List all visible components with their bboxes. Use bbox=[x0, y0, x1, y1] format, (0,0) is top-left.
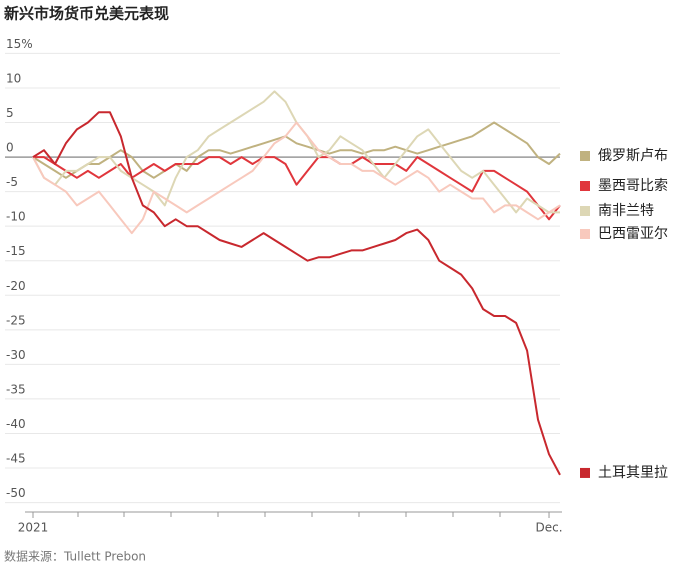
month-ticks bbox=[77, 512, 501, 517]
legend-label: 巴西雷亚尔 bbox=[598, 226, 668, 242]
y-tick-label: -35 bbox=[6, 382, 26, 396]
source-note: 数据来源：Tullett Prebon bbox=[4, 549, 146, 564]
legend-label: 俄罗斯卢布 bbox=[598, 148, 668, 164]
legend-label: 墨西哥比索 bbox=[598, 177, 668, 194]
y-tick-label: -50 bbox=[6, 486, 26, 500]
y-tick-label: -10 bbox=[6, 210, 26, 224]
legend-swatch bbox=[580, 151, 590, 161]
legend-label: 南非兰特 bbox=[598, 203, 654, 219]
series-line bbox=[33, 156, 561, 221]
legend-swatch bbox=[580, 181, 590, 191]
y-tick-label: 0 bbox=[6, 141, 14, 155]
series-line bbox=[32, 121, 561, 179]
y-tick-label: -45 bbox=[6, 452, 26, 466]
y-tick-label: 10 bbox=[6, 71, 21, 85]
series-line bbox=[32, 111, 561, 476]
legend-swatch bbox=[580, 229, 590, 239]
legend-label: 土耳其里拉 bbox=[598, 465, 668, 481]
x-tick-label: 2021 bbox=[18, 521, 49, 535]
y-tick-label: -15 bbox=[6, 244, 26, 258]
legend-swatch bbox=[580, 467, 590, 478]
y-tick-label: -20 bbox=[6, 279, 26, 293]
legend-swatch bbox=[580, 206, 590, 216]
chart-title: 新兴市场货币兑美元表现 bbox=[4, 5, 169, 23]
y-tick-label: -5 bbox=[6, 175, 18, 189]
y-tick-label: -30 bbox=[6, 348, 26, 362]
y-tick-label: -40 bbox=[6, 417, 26, 431]
y-tick-label: -25 bbox=[6, 313, 26, 327]
series-line bbox=[32, 90, 560, 214]
y-tick-label: 5 bbox=[6, 106, 14, 120]
y-tick-label: 15% bbox=[6, 37, 33, 51]
series-line bbox=[32, 121, 561, 235]
x-tick-label: Dec. bbox=[535, 521, 562, 535]
